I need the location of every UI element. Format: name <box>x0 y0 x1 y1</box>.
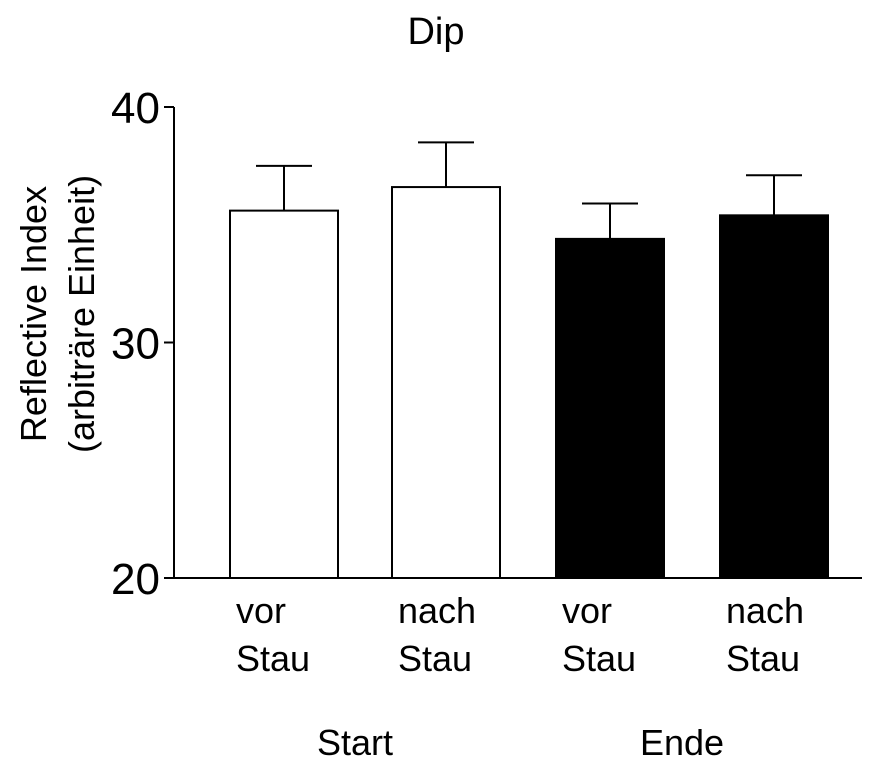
y-tick-label: 30 <box>111 320 160 369</box>
group-label: Start <box>317 722 393 760</box>
group-labels: Start Ende <box>317 722 724 760</box>
x-tick-label: vor <box>236 590 286 631</box>
chart-title: Dip <box>407 11 464 53</box>
x-tick-label: Stau <box>236 638 310 679</box>
y-axis-label-line-1: Reflective Index <box>13 186 54 442</box>
bar <box>391 186 501 579</box>
bar <box>719 214 829 580</box>
bars <box>229 141 829 580</box>
y-axis-label: Reflective Index (arbiträre Einheit) <box>13 175 102 453</box>
x-tick-label: nach <box>726 590 804 631</box>
bar <box>229 209 339 579</box>
x-tick-label: Stau <box>398 638 472 679</box>
y-tick-label: 40 <box>111 84 160 133</box>
x-tick-labels: vor Stau nach Stau vor Stau nach Stau <box>236 590 804 679</box>
x-tick-label: Stau <box>562 638 636 679</box>
x-tick-label: Stau <box>726 638 800 679</box>
x-tick-label: vor <box>562 590 612 631</box>
group-label: Ende <box>640 722 724 760</box>
bar <box>555 237 665 579</box>
y-tick-label: 20 <box>111 555 160 604</box>
x-tick-label: nach <box>398 590 476 631</box>
y-axis-label-line-2: (arbiträre Einheit) <box>61 175 102 453</box>
